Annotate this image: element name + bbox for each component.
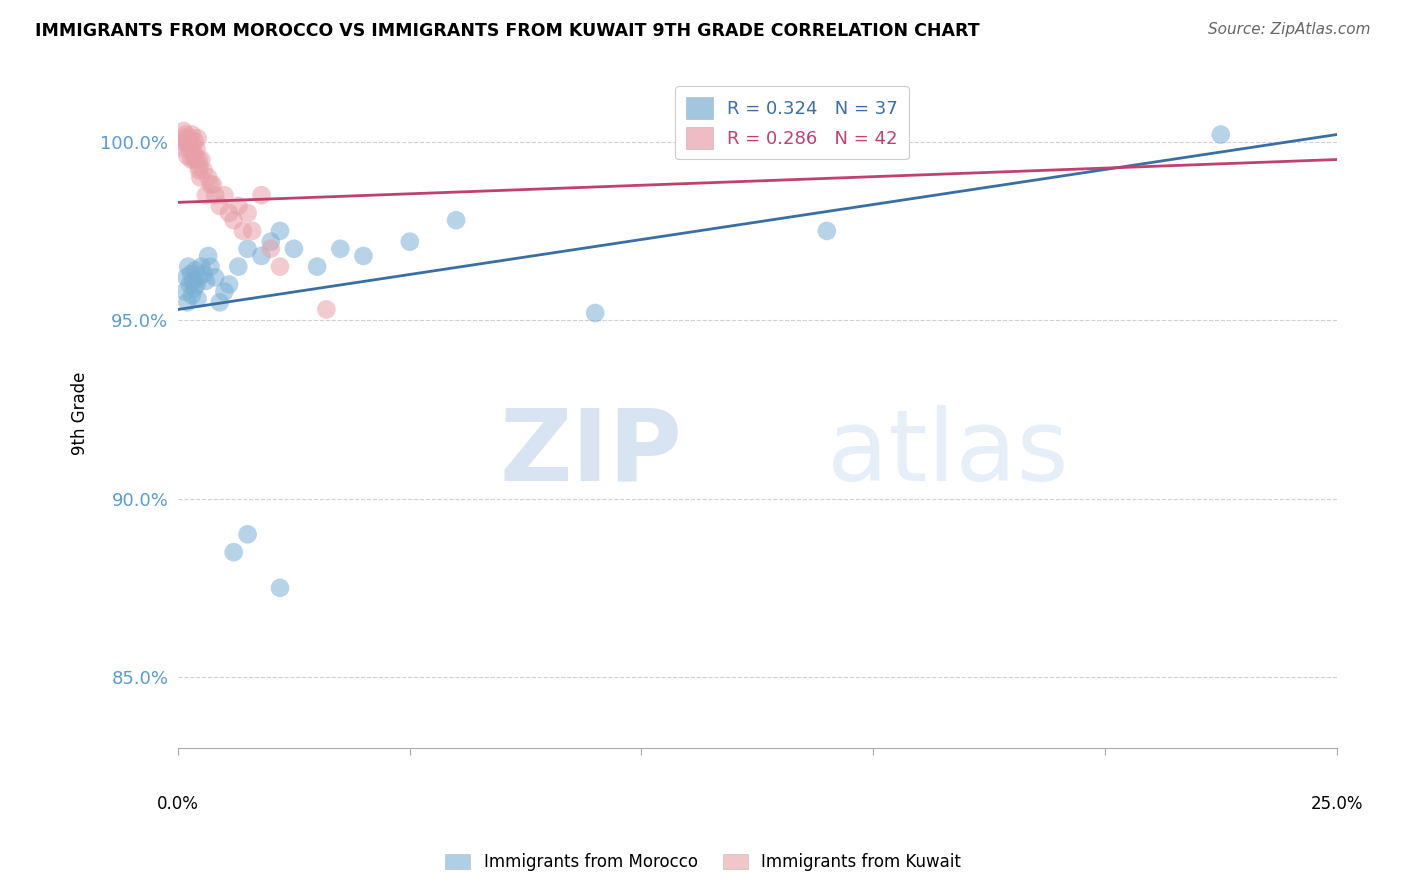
- Point: [179, 277, 201, 292]
- Point: [315, 302, 337, 317]
- Point: [186, 277, 208, 292]
- Point: [184, 135, 207, 149]
- Text: ZIP: ZIP: [499, 405, 682, 501]
- Point: [187, 270, 209, 285]
- Point: [200, 260, 222, 274]
- Point: [200, 178, 222, 192]
- Point: [208, 199, 231, 213]
- Point: [222, 545, 245, 559]
- Point: [269, 260, 291, 274]
- Point: [188, 160, 211, 174]
- Point: [183, 153, 205, 167]
- Point: [214, 188, 236, 202]
- Text: atlas: atlas: [827, 405, 1069, 501]
- Point: [194, 188, 217, 202]
- Y-axis label: 9th Grade: 9th Grade: [72, 371, 89, 455]
- Point: [352, 249, 374, 263]
- Legend: Immigrants from Morocco, Immigrants from Kuwait: Immigrants from Morocco, Immigrants from…: [437, 845, 969, 880]
- Point: [201, 178, 224, 192]
- Legend: R = 0.324   N = 37, R = 0.286   N = 42: R = 0.324 N = 37, R = 0.286 N = 42: [675, 87, 910, 160]
- Point: [172, 135, 194, 149]
- Text: 25.0%: 25.0%: [1310, 796, 1362, 814]
- Point: [232, 224, 254, 238]
- Point: [1209, 128, 1232, 142]
- Point: [240, 224, 263, 238]
- Point: [190, 260, 212, 274]
- Point: [260, 242, 283, 256]
- Point: [193, 267, 215, 281]
- Point: [194, 274, 217, 288]
- Point: [186, 131, 208, 145]
- Point: [250, 188, 273, 202]
- Point: [190, 153, 212, 167]
- Point: [180, 267, 202, 281]
- Point: [174, 128, 197, 142]
- Text: Source: ZipAtlas.com: Source: ZipAtlas.com: [1208, 22, 1371, 37]
- Point: [186, 292, 208, 306]
- Point: [197, 170, 219, 185]
- Point: [184, 153, 207, 167]
- Point: [181, 288, 204, 302]
- Point: [250, 249, 273, 263]
- Point: [187, 163, 209, 178]
- Point: [184, 263, 207, 277]
- Point: [228, 199, 250, 213]
- Point: [236, 206, 259, 220]
- Point: [177, 135, 200, 149]
- Point: [186, 142, 208, 156]
- Point: [218, 206, 240, 220]
- Point: [815, 224, 838, 238]
- Point: [173, 124, 195, 138]
- Point: [269, 581, 291, 595]
- Point: [181, 138, 204, 153]
- Point: [176, 135, 198, 149]
- Point: [173, 131, 195, 145]
- Point: [183, 145, 205, 160]
- Point: [188, 170, 211, 185]
- Point: [444, 213, 467, 227]
- Point: [398, 235, 420, 249]
- Point: [236, 242, 259, 256]
- Point: [236, 527, 259, 541]
- Point: [269, 224, 291, 238]
- Point: [177, 260, 200, 274]
- Point: [176, 149, 198, 163]
- Point: [204, 188, 226, 202]
- Point: [204, 270, 226, 285]
- Text: IMMIGRANTS FROM MOROCCO VS IMMIGRANTS FROM KUWAIT 9TH GRADE CORRELATION CHART: IMMIGRANTS FROM MOROCCO VS IMMIGRANTS FR…: [35, 22, 980, 40]
- Point: [176, 295, 198, 310]
- Point: [218, 277, 240, 292]
- Point: [208, 295, 231, 310]
- Point: [181, 128, 204, 142]
- Point: [174, 142, 197, 156]
- Point: [283, 242, 305, 256]
- Point: [228, 260, 250, 274]
- Point: [197, 249, 219, 263]
- Point: [183, 281, 205, 295]
- Point: [176, 270, 198, 285]
- Point: [329, 242, 352, 256]
- Point: [583, 306, 606, 320]
- Point: [187, 153, 209, 167]
- Point: [180, 153, 202, 167]
- Text: 0.0%: 0.0%: [157, 796, 200, 814]
- Point: [222, 213, 245, 227]
- Point: [307, 260, 329, 274]
- Point: [181, 274, 204, 288]
- Point: [174, 285, 197, 299]
- Point: [179, 131, 201, 145]
- Point: [193, 163, 215, 178]
- Point: [214, 285, 236, 299]
- Point: [179, 142, 201, 156]
- Point: [260, 235, 283, 249]
